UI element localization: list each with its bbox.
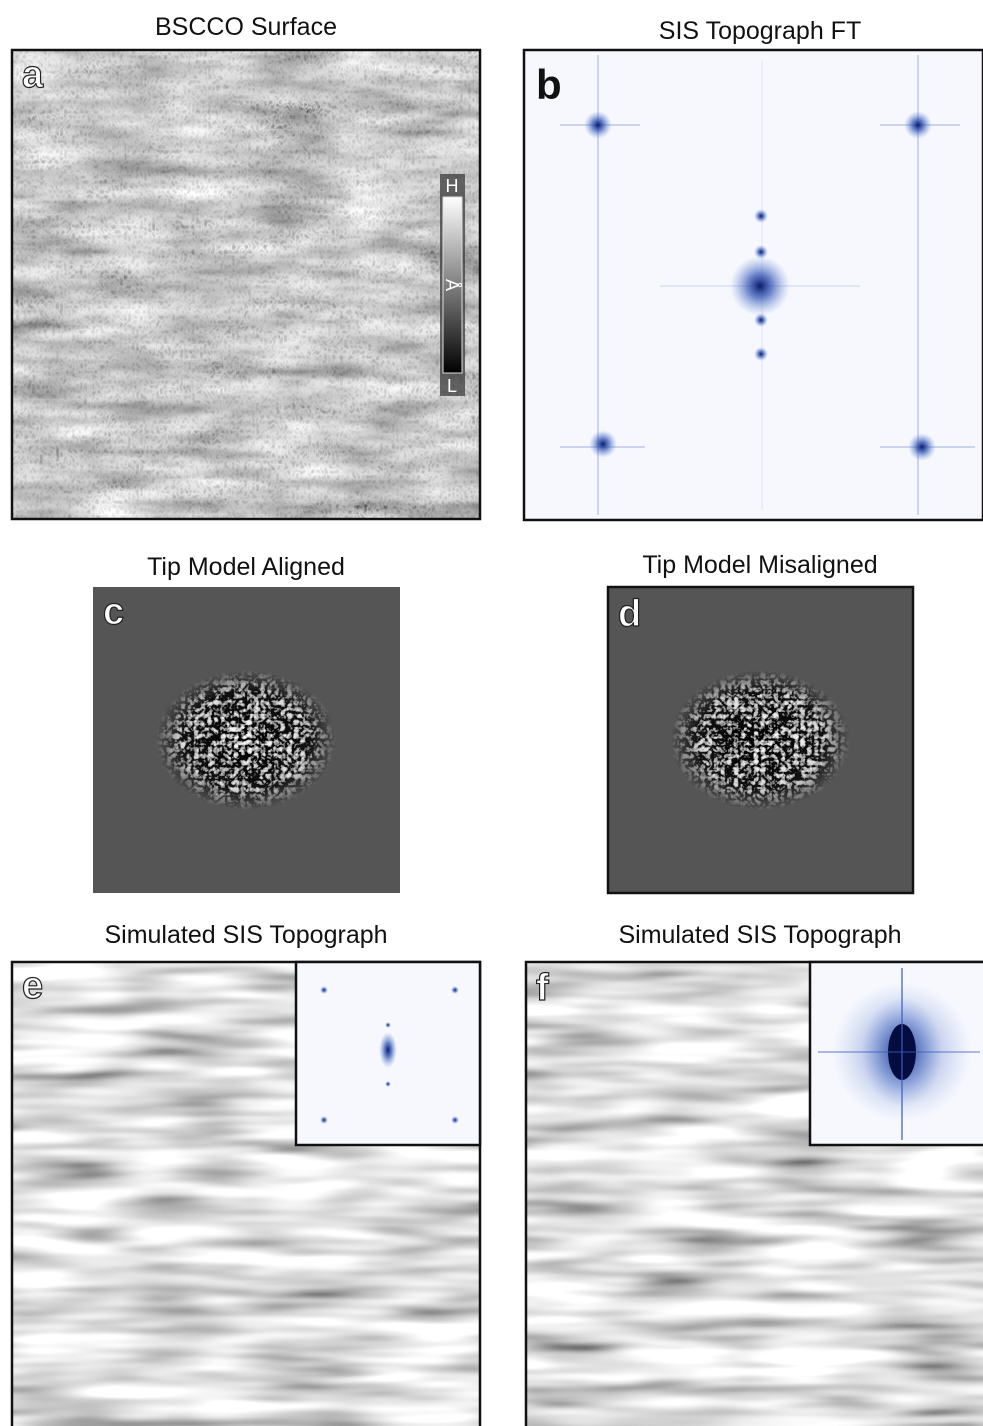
panel-title: Tip Model Misaligned bbox=[642, 551, 877, 579]
panel-letter: c bbox=[103, 591, 124, 633]
panel-title: Tip Model Aligned bbox=[147, 553, 345, 581]
figure: BSCCO Surface SIS Topograph FT Tip Model… bbox=[0, 0, 983, 1426]
tip-model bbox=[670, 670, 850, 810]
panel-title: SIS Topograph FT bbox=[659, 17, 861, 45]
panel-title: Simulated SIS Topograph bbox=[618, 921, 901, 949]
panel-title: BSCCO Surface bbox=[155, 13, 337, 41]
panel-letter: f bbox=[536, 967, 549, 1009]
tip-model bbox=[156, 670, 336, 810]
page: {"panels": [ {"letter": "a", "title": "B… bbox=[0, 0, 983, 1426]
panel-letter: d bbox=[618, 593, 641, 635]
panel-letter: b bbox=[536, 61, 562, 108]
panel-title: Simulated SIS Topograph bbox=[104, 921, 387, 949]
panel-letter: e bbox=[22, 965, 43, 1007]
colorbar-unit: Å bbox=[442, 279, 462, 291]
surface-image bbox=[12, 50, 480, 519]
panel-letter: a bbox=[22, 54, 44, 96]
colorbar-low: L bbox=[447, 376, 457, 396]
colorbar-high: H bbox=[446, 176, 459, 196]
